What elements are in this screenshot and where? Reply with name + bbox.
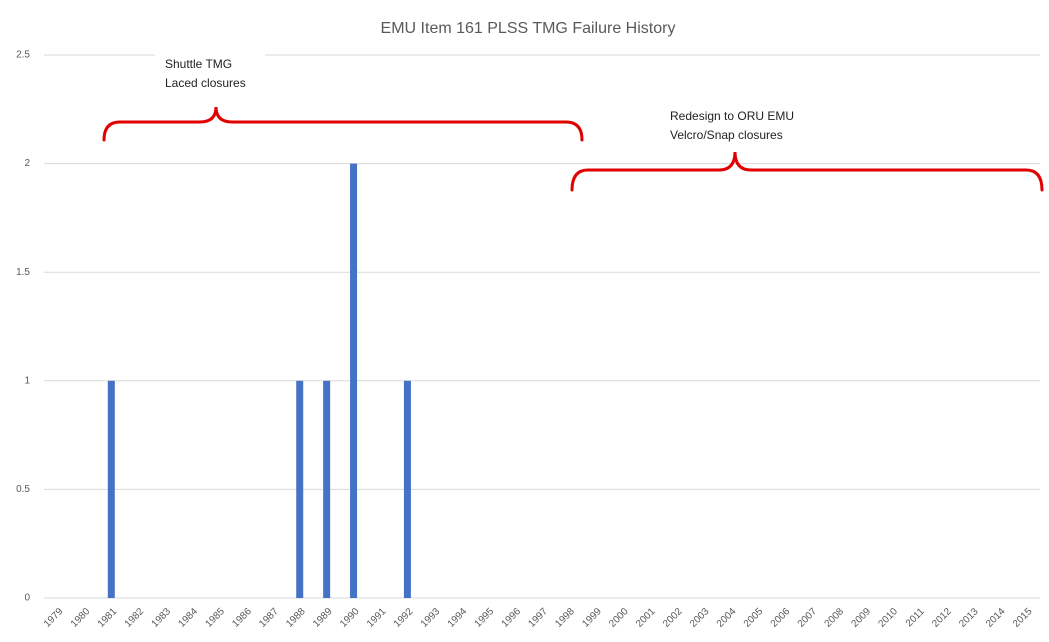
annotation: Laced closures (165, 76, 246, 90)
bracket (102, 106, 584, 142)
x-tick-label: 2009 (850, 606, 874, 630)
x-tick-label: 1999 (580, 606, 604, 630)
y-tick-label: 0 (24, 593, 30, 604)
x-tick-label: 2000 (607, 606, 631, 630)
y-tick-label: 1.5 (16, 267, 30, 278)
x-tick-label: 1995 (473, 606, 497, 630)
x-tick-label: 1979 (42, 606, 66, 630)
bar (323, 380, 331, 598)
annotation-background (155, 50, 265, 95)
annotation: Redesign to ORU EMU (670, 109, 794, 123)
x-tick-label: 1986 (230, 606, 254, 630)
y-tick-label: 2.5 (16, 50, 30, 61)
x-tick-label: 2005 (742, 606, 766, 630)
x-tick-label: 1991 (365, 606, 389, 630)
x-tick-label: 1992 (392, 606, 416, 630)
x-tick-label: 2006 (769, 606, 793, 630)
x-tick-label: 2007 (796, 606, 820, 630)
x-tick-label: 1983 (150, 606, 174, 630)
x-tick-label: 2001 (634, 606, 658, 630)
x-tick-label: 2004 (715, 606, 739, 630)
bar (403, 380, 411, 598)
x-tick-label: 1981 (96, 606, 120, 630)
x-tick-label: 1985 (203, 606, 227, 630)
x-tick-label: 1987 (257, 606, 281, 630)
x-tick-label: 2008 (823, 606, 847, 630)
x-tick-label: 1997 (526, 606, 550, 630)
x-tick-label: 2010 (876, 606, 900, 630)
x-tick-label: 1982 (123, 606, 147, 630)
y-tick-label: 1 (24, 375, 30, 386)
x-tick-label: 1984 (177, 606, 201, 630)
x-tick-label: 1994 (446, 606, 470, 630)
chart-title: EMU Item 161 PLSS TMG Failure History (381, 20, 676, 37)
annotation: Velcro/Snap closures (670, 128, 783, 142)
bar (107, 380, 115, 598)
x-tick-label: 2002 (661, 606, 685, 630)
y-tick-label: 0.5 (16, 484, 30, 495)
x-tick-label: 1996 (500, 606, 524, 630)
x-tick-label: 2011 (904, 606, 927, 629)
x-tick-label: 1989 (311, 606, 335, 630)
x-tick-label: 1998 (553, 606, 577, 630)
x-tick-label: 2015 (1011, 606, 1035, 630)
x-tick-label: 2003 (688, 606, 712, 630)
x-tick-label: 2012 (930, 606, 954, 630)
x-tick-label: 1988 (284, 606, 308, 630)
grid (44, 54, 1040, 599)
bar (350, 163, 358, 598)
x-tick-label: 1980 (69, 606, 93, 630)
y-tick-label: 2 (24, 158, 30, 169)
x-tick-label: 2013 (957, 606, 981, 630)
bracket (570, 151, 1044, 192)
bar (296, 380, 304, 598)
x-tick-label: 1993 (419, 606, 443, 630)
x-tick-label: 2014 (984, 606, 1008, 630)
x-tick-label: 1990 (338, 606, 362, 630)
annotation: Shuttle TMG (165, 57, 232, 71)
